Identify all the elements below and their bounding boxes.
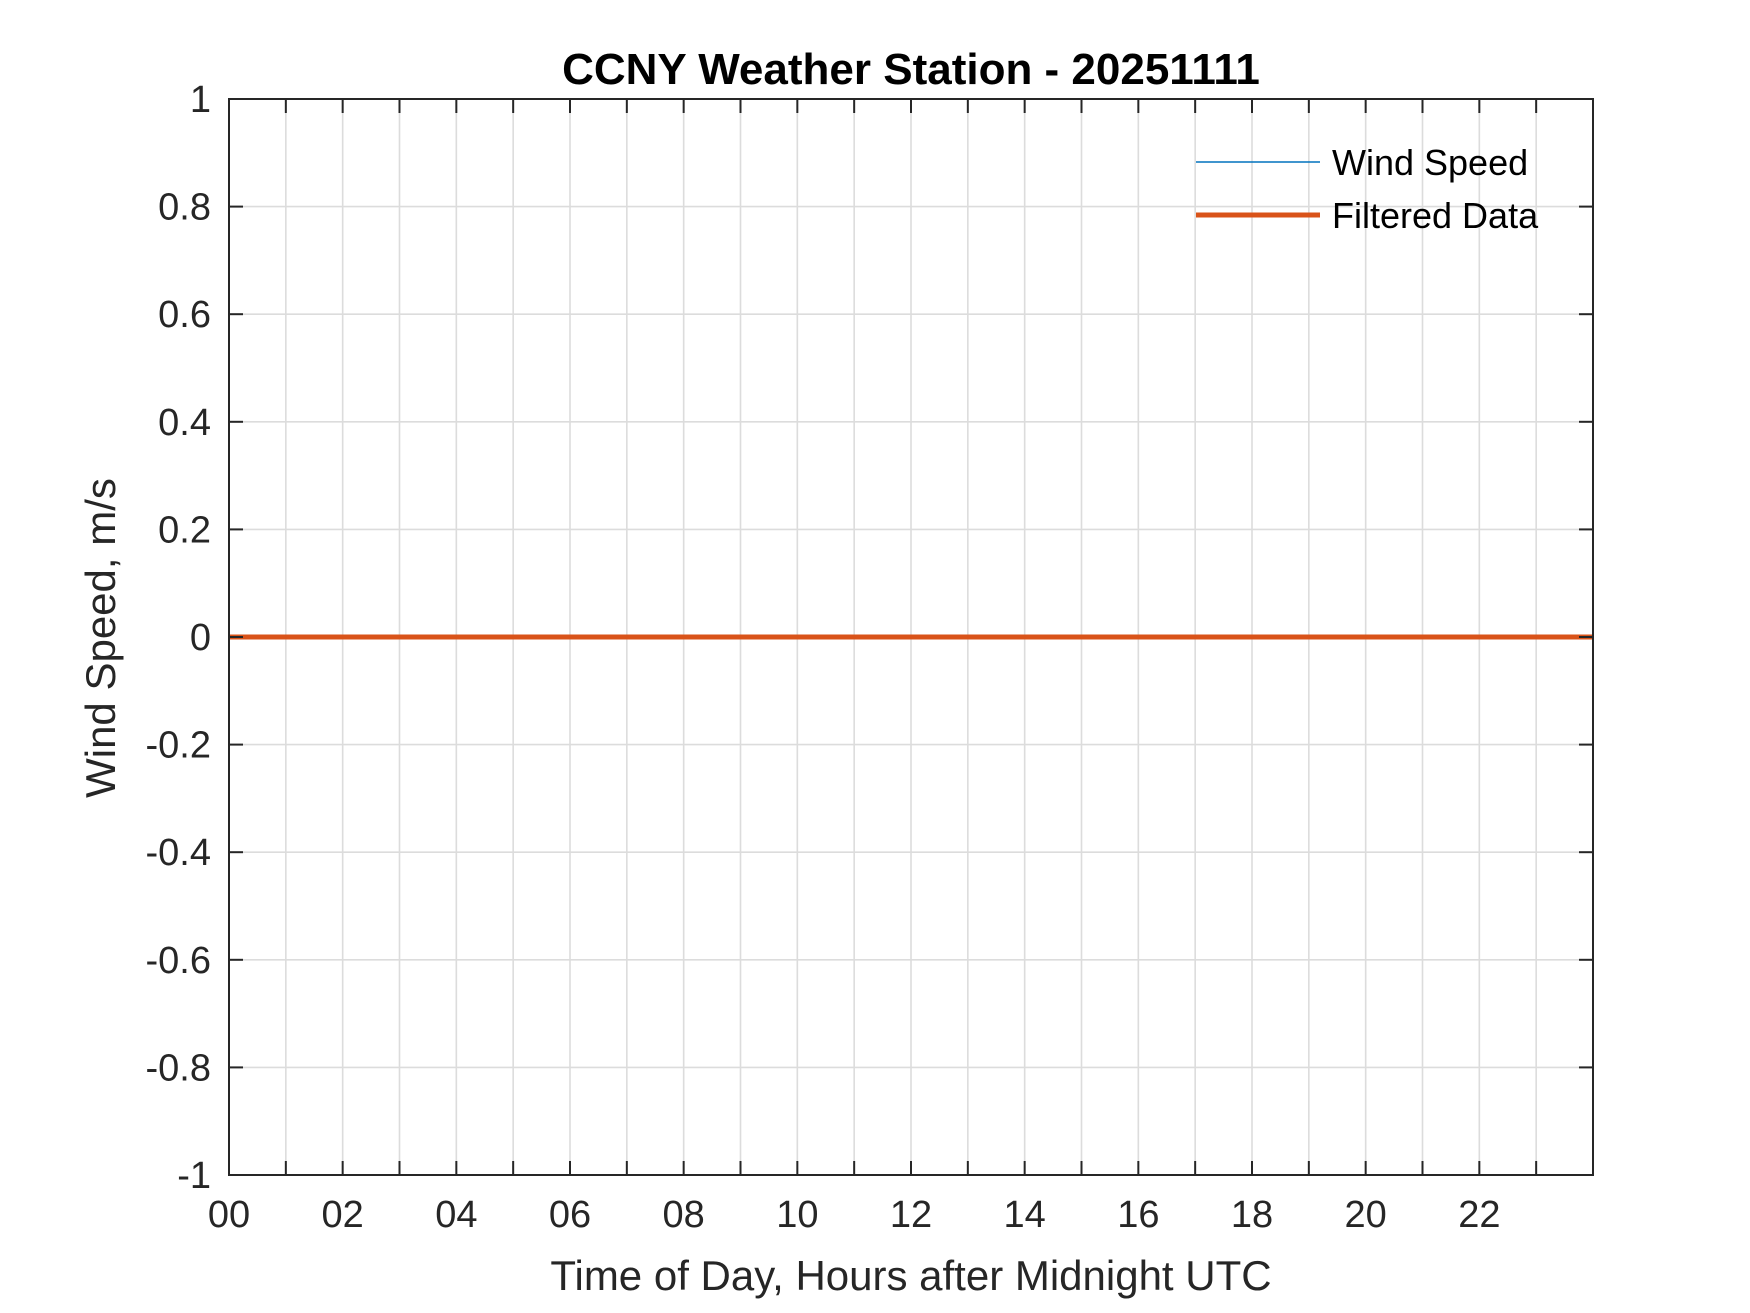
y-tick-label: 0 bbox=[190, 617, 211, 659]
x-tick-label: 18 bbox=[1231, 1194, 1273, 1236]
y-tick-label: 1 bbox=[190, 79, 211, 121]
legend-label-filtered-data: Filtered Data bbox=[1332, 195, 1539, 236]
y-tick-label: 0.2 bbox=[158, 509, 211, 551]
chart-title: CCNY Weather Station - 20251111 bbox=[562, 45, 1260, 94]
y-tick-label: -0.6 bbox=[146, 940, 211, 982]
y-tick-label: -0.8 bbox=[146, 1047, 211, 1089]
y-axis-label: Wind Speed, m/s bbox=[77, 478, 124, 798]
y-tick-label: 0.4 bbox=[158, 402, 211, 444]
x-axis-label: Time of Day, Hours after Midnight UTC bbox=[550, 1252, 1271, 1299]
x-tick-label: 04 bbox=[435, 1194, 477, 1236]
y-tick-label: -0.4 bbox=[146, 832, 211, 874]
x-tick-label: 22 bbox=[1458, 1194, 1500, 1236]
x-tick-label: 10 bbox=[776, 1194, 818, 1236]
legend-label-wind-speed: Wind Speed bbox=[1332, 142, 1528, 183]
y-tick-label: 0.8 bbox=[158, 187, 211, 229]
x-tick-label: 08 bbox=[663, 1194, 705, 1236]
y-axis-ticks: -1 -0.8 -0.6 -0.4 -0.2 0 0.2 0.4 0.6 0.8 1 bbox=[146, 79, 1593, 1197]
legend: Wind Speed Filtered Data bbox=[1196, 142, 1539, 236]
x-tick-label: 02 bbox=[322, 1194, 364, 1236]
x-tick-label: 20 bbox=[1345, 1194, 1387, 1236]
y-tick-label: 0.6 bbox=[158, 294, 211, 336]
x-tick-label: 16 bbox=[1117, 1194, 1159, 1236]
x-tick-label: 14 bbox=[1004, 1194, 1046, 1236]
x-tick-label: 06 bbox=[549, 1194, 591, 1236]
x-tick-label: 00 bbox=[208, 1194, 250, 1236]
y-tick-label: -0.2 bbox=[146, 725, 211, 767]
x-tick-label: 12 bbox=[890, 1194, 932, 1236]
y-tick-label: -1 bbox=[177, 1155, 211, 1197]
x-axis-ticks: 00 02 04 06 08 10 12 14 16 18 20 22 bbox=[208, 99, 1538, 1236]
